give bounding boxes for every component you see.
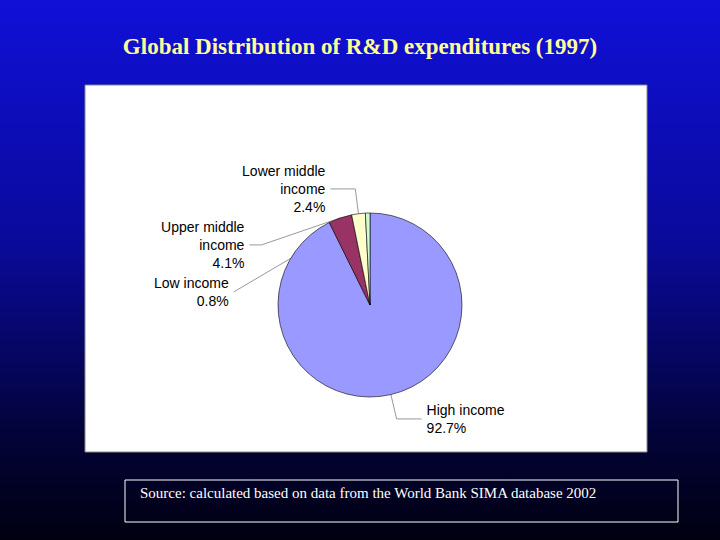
svg-text:Global Distribution of R&D exp: Global Distribution of R&D expenditures … (123, 34, 597, 59)
svg-text:Low income: Low income (154, 275, 229, 291)
svg-text:Source: calculated based on da: Source: calculated based on data from th… (140, 485, 596, 501)
svg-text:Upper middle: Upper middle (161, 219, 244, 235)
svg-text:Lower middle: Lower middle (242, 163, 325, 179)
svg-text:income: income (276, 181, 325, 197)
svg-text:High income: High income (427, 402, 505, 418)
svg-text:92.7%: 92.7% (427, 420, 467, 436)
svg-text:4.1%: 4.1% (212, 255, 244, 271)
svg-text:income: income (195, 237, 244, 253)
svg-text:2.4%: 2.4% (293, 199, 325, 215)
svg-text:0.8%: 0.8% (197, 293, 229, 309)
